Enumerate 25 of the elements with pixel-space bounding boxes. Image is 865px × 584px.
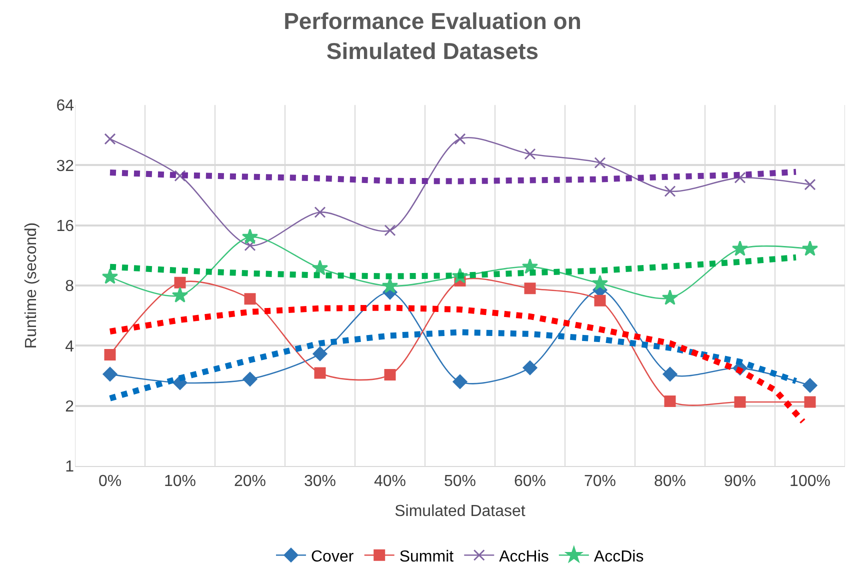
legend-label: Summit — [399, 548, 454, 566]
y-tick-label: 8 — [65, 278, 74, 296]
x-tick-label: 10% — [164, 473, 196, 490]
x-tick-label: 20% — [234, 473, 266, 490]
x-tick-label: 70% — [584, 473, 616, 490]
y-tick-label: 1 — [65, 458, 74, 476]
y-axis-title: Runtime (second) — [23, 222, 40, 349]
legend-label: Cover — [311, 548, 354, 566]
x-tick-label: 50% — [444, 473, 476, 490]
y-tick-label: 4 — [65, 338, 74, 356]
x-tick-label: 60% — [514, 473, 546, 490]
legend-label: AccHis — [499, 548, 549, 566]
x-tick-label: 100% — [790, 473, 830, 490]
x-tick-label: 90% — [724, 473, 756, 490]
y-tick-label: 16 — [56, 218, 74, 235]
x-tick-label: 40% — [374, 473, 406, 490]
y-tick-label: 2 — [65, 398, 74, 416]
x-axis-title: Simulated Dataset — [394, 502, 526, 520]
y-tick-label: 32 — [56, 158, 74, 175]
x-tick-label: 80% — [654, 473, 686, 490]
x-tick-label: 0% — [98, 473, 122, 490]
chart-title: Performance Evaluation on Simulated Datasets — [284, 8, 582, 64]
y-tick-label: 64 — [56, 98, 74, 115]
legend-label: AccDis — [594, 548, 644, 566]
x-tick-label: 30% — [304, 473, 336, 490]
